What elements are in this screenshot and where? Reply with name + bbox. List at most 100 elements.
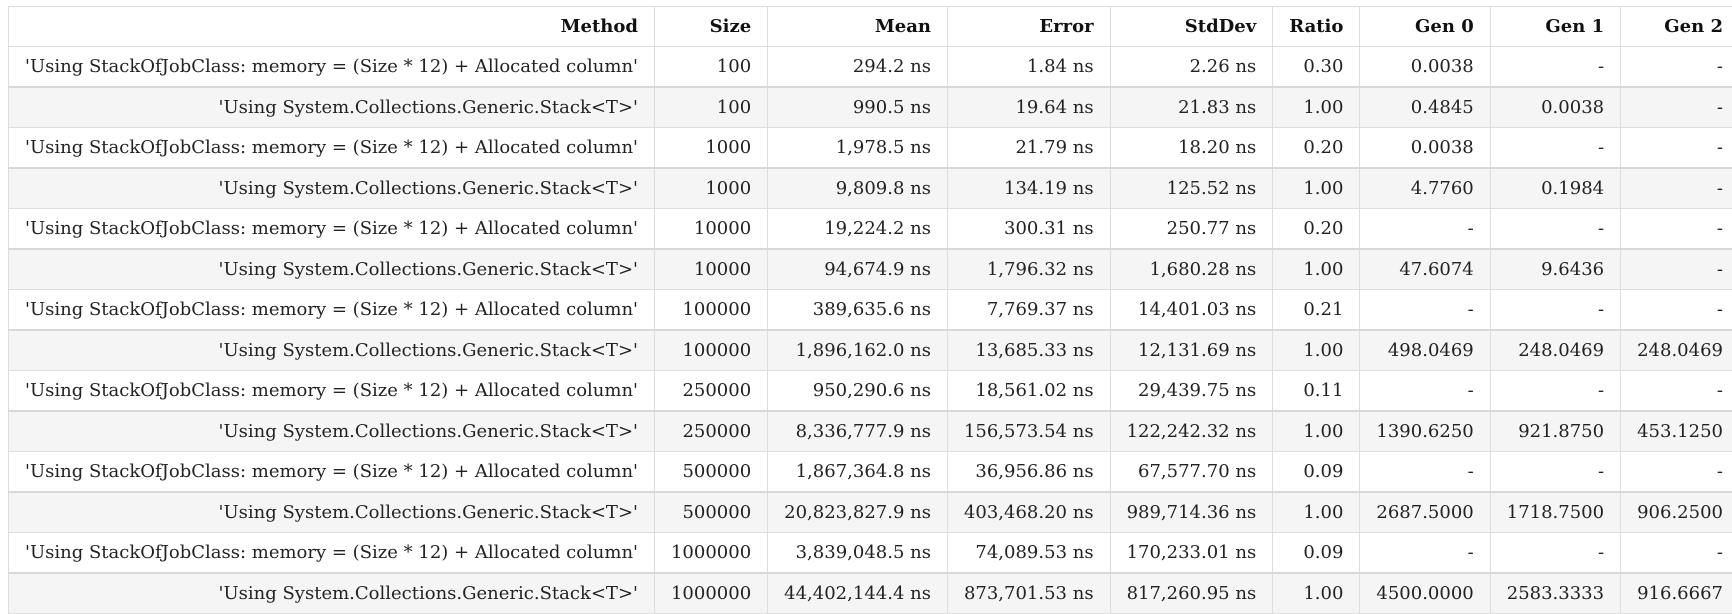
cell-method: 'Using StackOfJobClass: memory = (Size *…: [9, 47, 655, 88]
cell-ratio: 1.00: [1273, 87, 1360, 128]
cell-error: 7,769.37 ns: [947, 290, 1110, 331]
cell-gen0: 0.0038: [1360, 47, 1490, 88]
header-stddev: StdDev: [1110, 7, 1273, 47]
header-error: Error: [947, 7, 1110, 47]
cell-method: 'Using StackOfJobClass: memory = (Size *…: [9, 371, 655, 412]
cell-error: 403,468.20 ns: [947, 492, 1110, 533]
cell-gen1: -: [1490, 209, 1620, 250]
cell-stddev: 14,401.03 ns: [1110, 290, 1273, 331]
cell-ratio: 0.09: [1273, 533, 1360, 574]
cell-mean: 3,839,048.5 ns: [768, 533, 948, 574]
cell-method: 'Using StackOfJobClass: memory = (Size *…: [9, 533, 655, 574]
cell-gen1: -: [1490, 47, 1620, 88]
cell-size: 100: [654, 87, 767, 128]
cell-gen2: 453.1250: [1621, 411, 1732, 452]
cell-stddev: 67,577.70 ns: [1110, 452, 1273, 493]
cell-ratio: 0.30: [1273, 47, 1360, 88]
table-row: 'Using StackOfJobClass: memory = (Size *…: [9, 452, 1732, 493]
header-mean: Mean: [768, 7, 948, 47]
cell-mean: 19,224.2 ns: [768, 209, 948, 250]
cell-gen2: -: [1621, 168, 1732, 209]
cell-size: 10000: [654, 209, 767, 250]
header-ratio: Ratio: [1273, 7, 1360, 47]
cell-mean: 389,635.6 ns: [768, 290, 948, 331]
cell-gen2: -: [1621, 533, 1732, 574]
cell-ratio: 0.09: [1273, 452, 1360, 493]
cell-gen2: -: [1621, 371, 1732, 412]
cell-error: 18,561.02 ns: [947, 371, 1110, 412]
cell-method: 'Using System.Collections.Generic.Stack<…: [9, 492, 655, 533]
cell-ratio: 1.00: [1273, 492, 1360, 533]
cell-size: 1000: [654, 128, 767, 169]
cell-stddev: 1,680.28 ns: [1110, 249, 1273, 290]
cell-error: 1.84 ns: [947, 47, 1110, 88]
cell-gen0: 0.0038: [1360, 128, 1490, 169]
cell-gen0: 498.0469: [1360, 330, 1490, 371]
cell-ratio: 0.20: [1273, 209, 1360, 250]
cell-error: 74,089.53 ns: [947, 533, 1110, 574]
cell-ratio: 0.11: [1273, 371, 1360, 412]
cell-stddev: 29,439.75 ns: [1110, 371, 1273, 412]
cell-size: 100000: [654, 290, 767, 331]
cell-ratio: 0.21: [1273, 290, 1360, 331]
cell-gen0: 4500.0000: [1360, 573, 1490, 614]
cell-stddev: 18.20 ns: [1110, 128, 1273, 169]
cell-gen2: 906.2500: [1621, 492, 1732, 533]
cell-size: 250000: [654, 411, 767, 452]
cell-size: 10000: [654, 249, 767, 290]
cell-gen2: -: [1621, 47, 1732, 88]
cell-gen1: 248.0469: [1490, 330, 1620, 371]
table-row: 'Using StackOfJobClass: memory = (Size *…: [9, 209, 1732, 250]
cell-stddev: 170,233.01 ns: [1110, 533, 1273, 574]
cell-error: 156,573.54 ns: [947, 411, 1110, 452]
cell-mean: 20,823,827.9 ns: [768, 492, 948, 533]
cell-mean: 8,336,777.9 ns: [768, 411, 948, 452]
cell-stddev: 122,242.32 ns: [1110, 411, 1273, 452]
cell-mean: 1,896,162.0 ns: [768, 330, 948, 371]
cell-size: 1000: [654, 168, 767, 209]
cell-method: 'Using System.Collections.Generic.Stack<…: [9, 411, 655, 452]
cell-ratio: 1.00: [1273, 168, 1360, 209]
cell-error: 21.79 ns: [947, 128, 1110, 169]
cell-gen1: 1718.7500: [1490, 492, 1620, 533]
cell-size: 500000: [654, 492, 767, 533]
header-size: Size: [654, 7, 767, 47]
cell-stddev: 21.83 ns: [1110, 87, 1273, 128]
cell-ratio: 1.00: [1273, 330, 1360, 371]
header-gen1: Gen 1: [1490, 7, 1620, 47]
cell-mean: 950,290.6 ns: [768, 371, 948, 412]
cell-method: 'Using System.Collections.Generic.Stack<…: [9, 87, 655, 128]
table-row: 'Using StackOfJobClass: memory = (Size *…: [9, 128, 1732, 169]
cell-error: 36,956.86 ns: [947, 452, 1110, 493]
cell-gen1: -: [1490, 290, 1620, 331]
cell-gen0: -: [1360, 290, 1490, 331]
cell-stddev: 817,260.95 ns: [1110, 573, 1273, 614]
cell-size: 100: [654, 47, 767, 88]
cell-mean: 294.2 ns: [768, 47, 948, 88]
cell-gen0: 2687.5000: [1360, 492, 1490, 533]
header-gen0: Gen 0: [1360, 7, 1490, 47]
table-row: 'Using System.Collections.Generic.Stack<…: [9, 330, 1732, 371]
cell-ratio: 1.00: [1273, 249, 1360, 290]
cell-gen0: -: [1360, 209, 1490, 250]
cell-gen1: -: [1490, 128, 1620, 169]
cell-error: 134.19 ns: [947, 168, 1110, 209]
cell-method: 'Using System.Collections.Generic.Stack<…: [9, 330, 655, 371]
cell-error: 19.64 ns: [947, 87, 1110, 128]
table-row: 'Using System.Collections.Generic.Stack<…: [9, 249, 1732, 290]
cell-error: 13,685.33 ns: [947, 330, 1110, 371]
cell-size: 250000: [654, 371, 767, 412]
cell-gen1: 2583.3333: [1490, 573, 1620, 614]
cell-size: 1000000: [654, 573, 767, 614]
cell-gen2: -: [1621, 452, 1732, 493]
cell-mean: 9,809.8 ns: [768, 168, 948, 209]
cell-gen0: 0.4845: [1360, 87, 1490, 128]
cell-gen2: -: [1621, 290, 1732, 331]
table-row: 'Using System.Collections.Generic.Stack<…: [9, 168, 1732, 209]
cell-gen0: -: [1360, 452, 1490, 493]
table-body: 'Using StackOfJobClass: memory = (Size *…: [9, 47, 1732, 614]
cell-gen1: -: [1490, 371, 1620, 412]
table-row: 'Using System.Collections.Generic.Stack<…: [9, 573, 1732, 614]
cell-gen2: -: [1621, 87, 1732, 128]
